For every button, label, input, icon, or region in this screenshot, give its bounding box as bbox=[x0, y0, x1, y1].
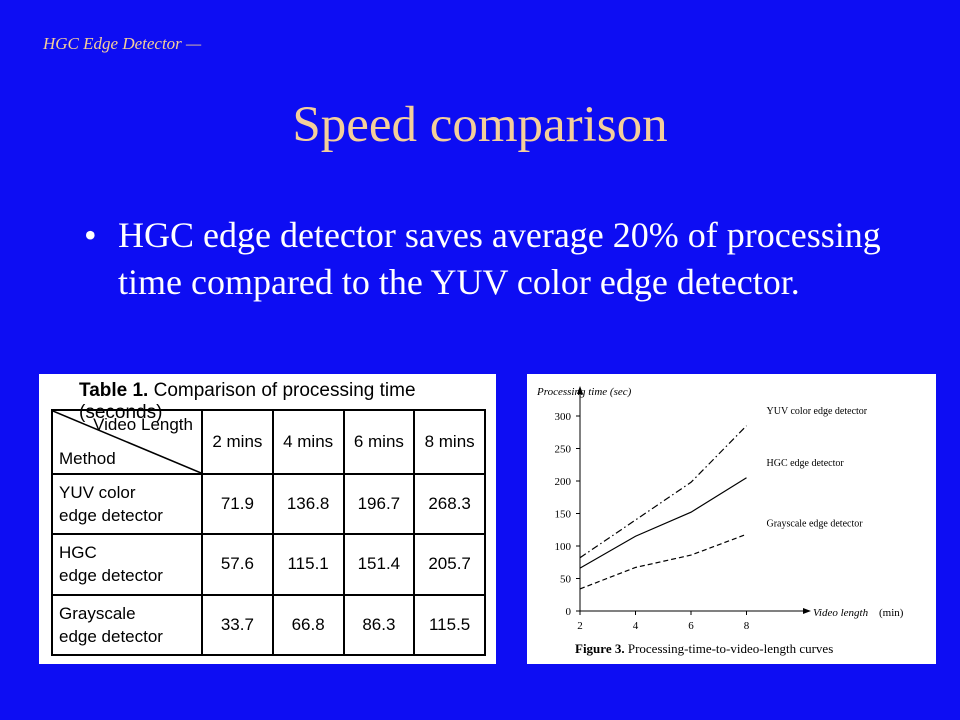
table-row: Grayscale edge detector 33.7 66.8 86.3 11… bbox=[51, 593, 486, 657]
table-row: HGC edge detector 57.6 115.1 151.4 205.7 bbox=[51, 533, 486, 596]
column-header: 8 mins bbox=[413, 409, 486, 475]
y-tick-label: 100 bbox=[555, 541, 572, 553]
row-method-label: Grayscale edge detector bbox=[51, 593, 203, 657]
table-cell: 205.7 bbox=[413, 533, 486, 596]
x-tick-label: 8 bbox=[744, 620, 750, 632]
series-label: YUV color edge detector bbox=[767, 406, 868, 417]
figure-caption: Figure 3. Processing-time-to-video-lengt… bbox=[575, 641, 833, 656]
x-axis-unit: (min) bbox=[879, 607, 904, 619]
column-header: 4 mins bbox=[271, 409, 345, 475]
bullet-text: HGC edge detector saves average 20% of p… bbox=[118, 215, 881, 302]
slide-title: Speed comparison bbox=[292, 97, 668, 153]
row-method-label: HGC edge detector bbox=[51, 533, 203, 596]
x-tick-label: 6 bbox=[688, 620, 694, 632]
corner-method: Method bbox=[59, 449, 116, 468]
y-tick-label: 200 bbox=[555, 476, 572, 488]
table-cell: 115.1 bbox=[271, 533, 345, 596]
table-cell: 196.7 bbox=[342, 472, 416, 536]
y-tick-label: 150 bbox=[555, 509, 572, 521]
comparison-table-panel: Table 1. Comparison of processing time (… bbox=[39, 374, 496, 664]
column-header: 6 mins bbox=[342, 409, 416, 475]
method-line1: HGC bbox=[59, 543, 97, 563]
row-method-label: YUV color edge detector bbox=[51, 472, 203, 536]
x-axis-label: Video length bbox=[813, 607, 869, 619]
method-line2: edge detector bbox=[59, 506, 163, 526]
table-cell: 71.9 bbox=[201, 472, 274, 536]
y-tick-label: 250 bbox=[555, 444, 572, 456]
table-cell: 86.3 bbox=[342, 593, 416, 657]
table-cell: 151.4 bbox=[342, 533, 416, 596]
method-line1: Grayscale bbox=[59, 603, 136, 623]
figure-caption-label: Figure 3. bbox=[575, 641, 625, 656]
series-label: Grayscale edge detector bbox=[767, 518, 864, 529]
series-line bbox=[579, 533, 747, 590]
method-line1: YUV color bbox=[59, 483, 136, 503]
table-cell: 33.7 bbox=[201, 593, 274, 657]
column-header: 2 mins bbox=[201, 409, 274, 475]
method-line2: edge detector bbox=[59, 626, 163, 646]
y-tick-label: 300 bbox=[555, 411, 572, 423]
y-axis-label: Processing time (sec) bbox=[536, 386, 632, 398]
table-cell: 136.8 bbox=[271, 472, 345, 536]
table-row: YUV color edge detector 71.9 136.8 196.7 … bbox=[51, 472, 486, 536]
table-corner-cell: Video Length Method bbox=[51, 409, 203, 475]
comparison-table: Video Length Method 2 mins 4 mins 6 mins… bbox=[51, 409, 486, 657]
x-axis-arrow bbox=[803, 608, 811, 614]
table-cell: 268.3 bbox=[413, 472, 486, 536]
x-tick-label: 4 bbox=[633, 620, 639, 632]
figure-caption-text: Processing-time-to-video-length curves bbox=[625, 641, 834, 656]
table-cell: 57.6 bbox=[201, 533, 274, 596]
method-line2: edge detector bbox=[59, 566, 163, 586]
corner-video-length: Video Length bbox=[93, 415, 193, 434]
slide-header: HGC Edge Detector — bbox=[43, 34, 202, 53]
table-header-row: Video Length Method 2 mins 4 mins 6 mins… bbox=[51, 409, 486, 475]
table-cell: 115.5 bbox=[413, 593, 486, 657]
y-tick-label: 0 bbox=[566, 606, 572, 618]
line-chart: 0 50 100 150 200 250 300 2 4 6 8 Processing time (s… bbox=[536, 386, 904, 656]
line-chart-panel: 0 50 100 150 200 250 300 2 4 6 8 Processing time (s… bbox=[527, 374, 936, 664]
y-tick-label: 50 bbox=[560, 574, 572, 586]
series-label: HGC edge detector bbox=[767, 458, 845, 469]
series-line bbox=[579, 477, 747, 569]
corner-diagonal bbox=[53, 411, 201, 473]
bullet-marker: • bbox=[84, 215, 97, 255]
series-line bbox=[579, 425, 747, 559]
table-cell: 66.8 bbox=[271, 593, 345, 657]
x-tick-label: 2 bbox=[577, 620, 583, 632]
y-axis-arrow bbox=[577, 386, 583, 394]
table-caption-label: Table 1. bbox=[79, 380, 149, 401]
